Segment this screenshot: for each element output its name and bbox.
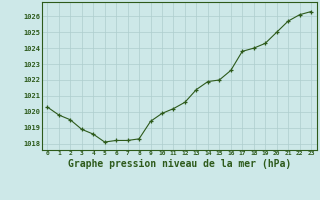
X-axis label: Graphe pression niveau de la mer (hPa): Graphe pression niveau de la mer (hPa) — [68, 159, 291, 169]
